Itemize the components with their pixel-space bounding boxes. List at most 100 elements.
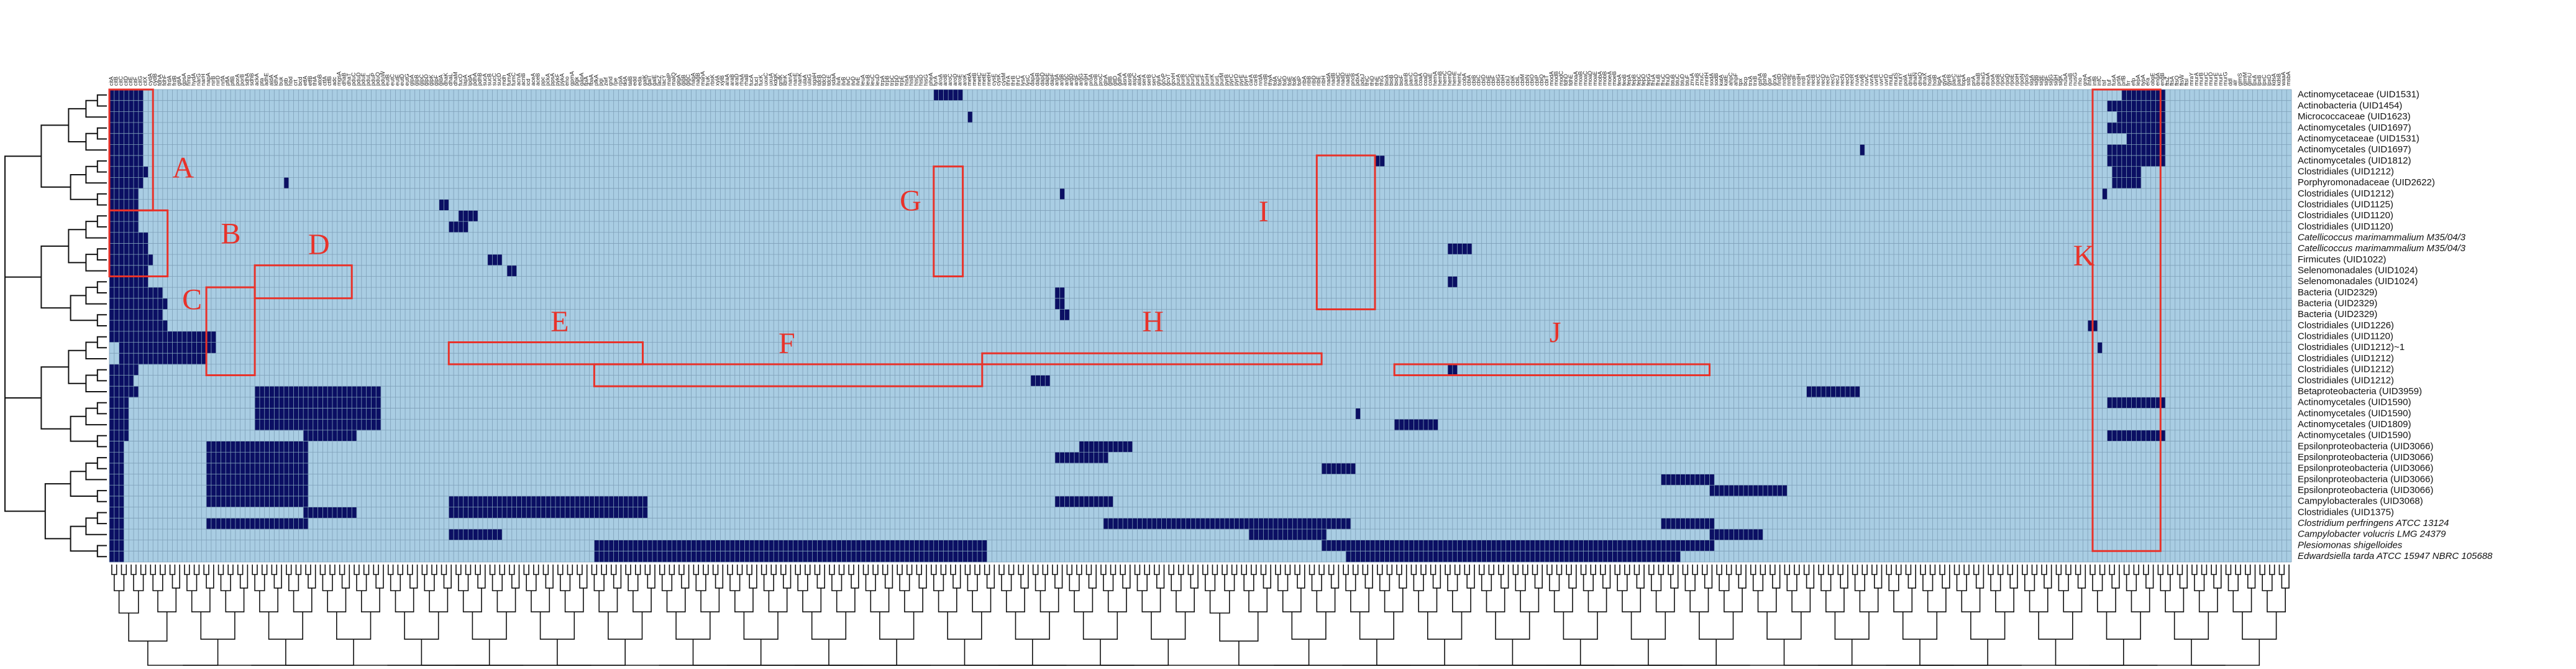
- heatmap-cell-present: [2126, 90, 2132, 101]
- heatmap-cell-present: [361, 419, 367, 431]
- heatmap-cell-present: [1350, 551, 1356, 563]
- heatmap-cell-present: [134, 166, 139, 178]
- heatmap-cell-present: [1520, 551, 1526, 563]
- column-label: nrdE: [1786, 74, 1792, 86]
- heatmap-cell-present: [138, 265, 144, 277]
- heatmap-cell-present: [143, 342, 148, 354]
- heatmap-cell-present: [1622, 551, 1628, 563]
- heatmap-cell-present: [1059, 452, 1065, 464]
- column-label: greA: [2081, 74, 2088, 86]
- heatmap-cell-present: [303, 518, 309, 530]
- dendrogram-branch: [388, 565, 394, 575]
- heatmap-cell-present: [259, 463, 265, 474]
- heatmap-cell-present: [109, 408, 115, 420]
- dendrogram-branch: [2031, 565, 2038, 575]
- dendrogram-branch: [1735, 565, 1742, 575]
- heatmap-cell-present: [1089, 452, 1094, 464]
- column-label: gltA: [176, 76, 182, 86]
- heatmap-cell-present: [119, 254, 124, 266]
- heatmap-cell-present: [119, 528, 124, 540]
- heatmap-cell-present: [235, 474, 241, 486]
- heatmap-cell-present: [206, 518, 212, 530]
- highlight-region-outline: [2091, 88, 2162, 552]
- heatmap-cell-present: [1370, 540, 1376, 551]
- heatmap-cell-present: [1714, 485, 1720, 497]
- heatmap-cell-present: [352, 507, 357, 519]
- heatmap-cell-present: [1602, 540, 1608, 551]
- heatmap-cell-present: [1360, 551, 1366, 563]
- column-label: pduQ: [375, 72, 381, 86]
- heatmap-cell-present: [1307, 518, 1312, 530]
- heatmap-cell-present: [1675, 474, 1681, 486]
- heatmap-cell-present: [177, 331, 183, 343]
- dendrogram-branch: [2041, 565, 2047, 575]
- column-label: metH: [985, 72, 992, 86]
- column-label: cbiB: [1471, 75, 1477, 86]
- column-label: modA: [1548, 71, 1555, 86]
- heatmap-cell-present: [1079, 452, 1084, 464]
- heatmap-cell-present: [1520, 540, 1526, 551]
- column-label: moaD: [1587, 70, 1593, 86]
- heatmap-cell-present: [109, 452, 115, 464]
- heatmap-cell-present: [138, 309, 144, 321]
- heatmap-cell-present: [1642, 551, 1647, 563]
- heatmap-cell-present: [1253, 518, 1259, 530]
- heatmap-cell-present: [162, 320, 168, 332]
- column-label: trxB: [1752, 76, 1758, 86]
- heatmap-cell-present: [803, 540, 808, 551]
- heatmap-cell-present: [109, 111, 115, 123]
- heatmap-cell-present: [1666, 540, 1671, 551]
- heatmap-cell-present: [492, 496, 498, 507]
- dendrogram-branch: [1827, 565, 1834, 575]
- heatmap-cell-present: [1239, 518, 1245, 530]
- heatmap-cell-present: [2136, 430, 2142, 441]
- dendrogram-branch: [1486, 588, 1505, 612]
- dendrogram-branch: [838, 565, 845, 575]
- heatmap-cell-present: [1127, 441, 1133, 453]
- heatmap-cell-present: [129, 287, 134, 299]
- heatmap-cell-present: [439, 199, 444, 211]
- dendrogram-branch: [1874, 565, 1883, 589]
- heatmap-cell-present: [831, 540, 837, 551]
- column-label: hemL: [1456, 72, 1462, 86]
- dendrogram-branch: [262, 565, 268, 575]
- heatmap-cell-present: [1690, 518, 1696, 530]
- heatmap-cell-present: [167, 331, 173, 343]
- heatmap-cell-present: [283, 463, 290, 474]
- heatmap-cell-present: [109, 221, 115, 233]
- heatmap-cell-present: [1225, 518, 1230, 530]
- dendrogram-branch: [70, 525, 98, 552]
- heatmap-cell-present: [124, 133, 129, 145]
- heatmap-cell-present: [2155, 397, 2161, 408]
- heatmap-cell-present: [366, 419, 372, 431]
- heatmap-cell-present: [279, 474, 285, 486]
- heatmap-cell-present: [1699, 474, 1705, 486]
- heatmap-cell-present: [245, 474, 250, 486]
- heatmap-cell-present: [317, 430, 323, 441]
- heatmap-cell-present: [933, 551, 939, 563]
- column-label: nanE: [792, 73, 798, 86]
- heatmap-cell-present: [1675, 551, 1681, 563]
- column-label: purF: [1199, 74, 1205, 86]
- heatmap-cell-present: [1312, 518, 1317, 530]
- heatmap-cell-present: [196, 353, 202, 365]
- heatmap-cell-present: [2126, 133, 2132, 145]
- column-label: prfB: [2121, 75, 2127, 86]
- dendrogram-branch: [1970, 612, 2006, 640]
- dendrogram-branch: [836, 588, 856, 612]
- heatmap-cell-present: [1830, 386, 1836, 398]
- heatmap-cell-present: [1292, 518, 1298, 530]
- heatmap-cell-present: [109, 254, 115, 266]
- heatmap-cell-present: [827, 540, 833, 551]
- heatmap-cell-present: [831, 551, 837, 563]
- heatmap-cell-present: [303, 441, 309, 453]
- row-label: Catellicoccus marimammalium M35/04/3: [2298, 243, 2466, 254]
- heatmap-cell-present: [1578, 540, 1584, 551]
- heatmap-cell-present: [1671, 518, 1676, 530]
- column-label: nrdH: [1796, 73, 1802, 86]
- dendrogram-branch: [1074, 588, 1094, 612]
- heatmap-cell-present: [172, 342, 178, 354]
- heatmap-cell-present: [604, 507, 610, 519]
- dendrogram-branch: [1311, 574, 1322, 591]
